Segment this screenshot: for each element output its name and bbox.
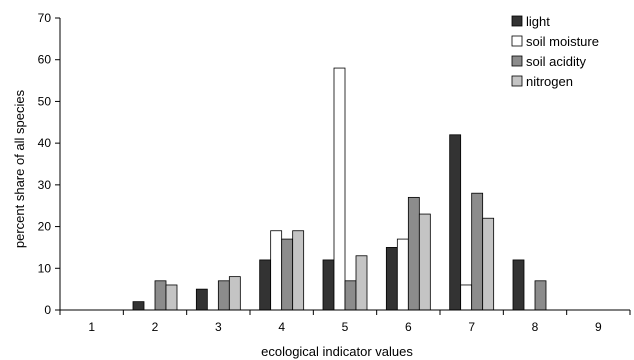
legend-label: soil acidity (526, 54, 586, 69)
bar-soil-acidity-8 (534, 280, 547, 311)
x-tick-label: 2 (152, 320, 159, 334)
legend-swatch-light (511, 15, 523, 27)
bar-soil-acidity-2 (154, 280, 167, 311)
y-axis-ticks: 0 10 20 30 40 50 60 70 (38, 11, 60, 317)
x-axis-label: ecological indicator values (261, 344, 413, 359)
bar-light-7 (449, 134, 462, 311)
y-tick-label: 20 (38, 220, 52, 234)
bar-light-4 (259, 259, 272, 311)
bar-soil-acidity-6 (407, 196, 420, 311)
bar-nitrogen-4 (292, 230, 305, 311)
bar-soil-acidity-4 (281, 238, 294, 311)
x-tick-label: 3 (215, 320, 222, 334)
x-tick-label: 9 (595, 320, 602, 334)
bar-nitrogen-2 (165, 284, 178, 311)
bar-light-5 (322, 259, 335, 311)
x-tick-label: 1 (88, 320, 95, 334)
bar-soil-moisture-5 (333, 67, 346, 311)
bar-nitrogen-3 (228, 276, 241, 311)
bar-soil-acidity-7 (471, 192, 484, 311)
legend-label: soil moisture (526, 34, 599, 49)
bar-nitrogen-6 (418, 213, 431, 311)
x-tick-label: 7 (468, 320, 475, 334)
x-tick-label: 4 (278, 320, 285, 334)
y-tick-label: 30 (38, 178, 52, 192)
y-tick-label: 40 (38, 136, 52, 150)
x-tick-label: 5 (342, 320, 349, 334)
bar-soil-moisture-7 (460, 284, 473, 311)
x-tick-label: 8 (532, 320, 539, 334)
bar-light-8 (512, 259, 525, 311)
y-tick-label: 70 (38, 11, 52, 25)
bar-light-2 (132, 301, 145, 311)
bar-light-3 (195, 288, 208, 311)
bar-soil-acidity-5 (344, 280, 357, 311)
legend-swatch-nitrogen (511, 75, 523, 87)
bar-nitrogen-7 (482, 217, 495, 311)
bar-nitrogen-5 (355, 255, 368, 311)
x-axis-ticks: 1 2 3 4 5 6 7 8 9 (59, 310, 631, 334)
x-tick-label: 6 (405, 320, 412, 334)
legend-label: nitrogen (526, 74, 573, 89)
y-axis-label: percent share of all species (12, 89, 27, 248)
bar-soil-acidity-3 (217, 280, 230, 311)
bar-soil-moisture-4 (270, 230, 283, 311)
y-tick-label: 0 (44, 303, 51, 317)
y-tick-label: 50 (38, 94, 52, 108)
legend-label: light (526, 14, 550, 29)
legend-swatch-soil-acidity (511, 55, 523, 67)
bar-soil-moisture-6 (396, 238, 409, 311)
bars (132, 67, 547, 311)
legend: light soil moisture soil acidity nitrogen (511, 14, 599, 89)
bar-light-6 (385, 247, 398, 311)
y-tick-label: 10 (38, 261, 52, 275)
legend-swatch-soil-moisture (511, 35, 523, 47)
y-tick-label: 60 (38, 53, 52, 67)
